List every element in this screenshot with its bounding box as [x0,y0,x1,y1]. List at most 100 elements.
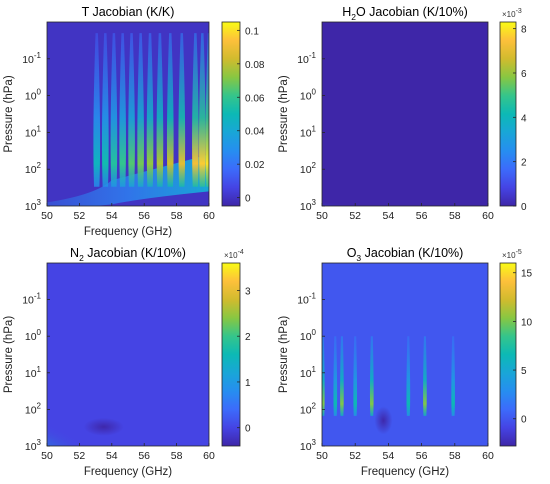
colorbar-tick-label: 5 [521,366,527,377]
spectral-line [156,33,164,187]
colorbar-gradient [221,262,241,447]
spectral-line [369,336,374,416]
x-tick-label: 54 [383,210,395,222]
spectral-line [322,336,325,416]
colorbar-multiplier: ×10-4 [224,249,244,260]
x-tick-label: 52 [349,450,361,462]
axes-box [46,262,210,447]
spectral-line [451,336,455,416]
spectral-line [93,33,101,187]
colorbar-multiplier: ×10-3 [502,8,522,19]
colorbar-tick-label: 0 [521,415,527,426]
x-tick-label: 60 [482,210,494,222]
colorbar-tick-label: 2 [521,158,527,169]
colorbar-tick-label: 0.08 [245,60,265,71]
heatmap-background [322,263,488,446]
spectral-line [101,33,109,187]
colorbar-gradient [499,262,517,447]
y-tick-label: 101 [300,365,317,380]
colorbar-tick-label: 0.02 [245,160,265,171]
colorbar-gradient [499,21,517,207]
y-tick-label: 10-1 [22,51,41,66]
colorbar-gradient [221,21,241,207]
colorbar-tick-label: 0.04 [245,127,265,138]
heatmap-features [322,336,455,435]
x-axis-label: Frequency (GHz) [361,466,449,478]
heatmap-features [322,199,376,206]
spectral-line [128,33,135,187]
x-tick-label: 56 [416,450,428,462]
colorbar-tick-label: 0.1 [245,26,259,37]
negative-region [83,417,124,436]
y-tick-label: 101 [25,365,42,380]
x-tick-label: 52 [74,450,86,462]
colorbar-tick-label: 8 [521,25,527,36]
spectral-line [423,336,427,416]
x-tick-label: 50 [316,210,328,222]
x-tick-label: 50 [41,210,53,222]
y-tick-label: 102 [300,161,317,176]
x-tick-label: 54 [383,450,395,462]
x-tick-label: 58 [449,450,461,462]
colorbar-tick-label: 15 [521,269,533,280]
colorbar-tick-label: 10 [521,317,533,328]
heatmap-background [322,22,488,206]
spectral-line [178,33,186,187]
x-tick-label: 60 [203,450,215,462]
colorbar-multiplier: ×10-5 [502,249,522,260]
surface-maximum [47,414,101,446]
y-tick-label: 10-1 [22,292,41,307]
colorbar-tick-label: 3 [245,286,251,297]
x-tick-label: 50 [41,450,53,462]
colorbar: 0 5 10 15 ×10-5 [499,249,533,447]
colorbar-tick-label: 0 [245,424,251,435]
spectral-line [199,33,206,187]
y-tick-label: 10-1 [297,51,316,66]
spectral-line [137,33,144,187]
y-axis-label: Pressure (hPa) [3,316,15,394]
spectral-line [192,33,199,187]
x-tick-label: 56 [138,210,150,222]
spectral-line [333,336,338,416]
x-tick-label: 52 [349,210,361,222]
negative-region [374,406,393,435]
y-tick-label: 102 [25,401,42,416]
x-tick-label: 60 [482,450,494,462]
panel-title: H2O Jacobian (K/10%) [342,5,468,22]
colorbar-tick-label: 0 [521,202,527,213]
colorbar: 0 1 2 3 ×10-4 [221,249,251,447]
y-tick-label: 100 [300,88,317,103]
spectral-line [353,336,358,416]
x-tick-label: 58 [171,210,183,222]
y-tick-label: 103 [300,438,317,453]
panel-title: O3 Jacobian (K/10%) [347,246,464,263]
x-tick-label: 58 [449,210,461,222]
x-tick-label: 56 [138,450,150,462]
panel-title: T Jacobian (K/K) [82,5,175,19]
spectral-line [110,33,118,187]
colorbar-tick-label: 4 [521,113,527,124]
axes-box [321,21,489,207]
spectral-line [406,336,411,416]
axes-box [46,21,210,207]
y-tick-label: 102 [300,401,317,416]
y-tick-label: 10-1 [297,292,316,307]
colorbar-tick-label: 2 [245,332,251,343]
axes-box [321,262,489,447]
spectral-line [205,33,209,187]
heatmap-features [47,33,209,206]
spectral-line [119,33,126,187]
spectral-line [166,33,174,187]
spectral-line [146,33,154,187]
x-axis-label: Frequency (GHz) [84,226,172,238]
y-tick-label: 101 [25,124,42,139]
spectral-line [340,336,344,416]
y-tick-label: 102 [25,161,42,176]
colorbar-tick-label: 0.06 [245,93,265,104]
y-tick-label: 103 [300,198,317,213]
y-tick-label: 100 [25,328,42,343]
y-tick-label: 100 [300,328,317,343]
